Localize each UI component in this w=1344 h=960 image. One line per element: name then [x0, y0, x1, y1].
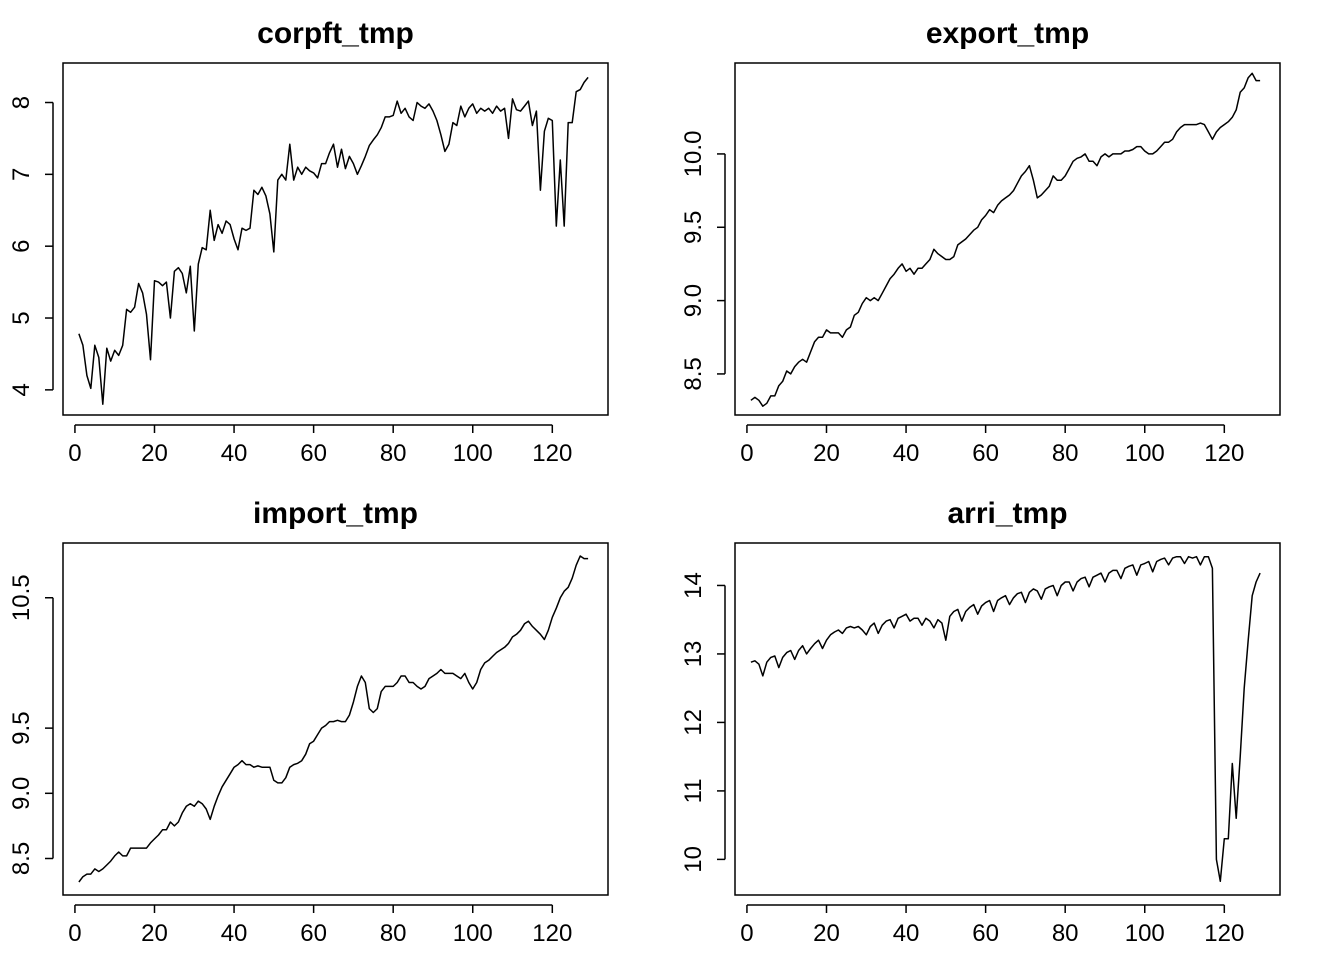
series-group — [750, 555, 1261, 883]
series-line — [78, 76, 589, 405]
x-axis: 0 20 40 60 80 100 120 — [68, 424, 572, 467]
y-axis: 4 5 6 7 8 — [8, 96, 54, 397]
y-axis: 8.5 9.0 9.5 10.5 — [8, 574, 54, 875]
x-tick-label: 20 — [813, 920, 840, 947]
plot-frame — [734, 62, 1281, 416]
x-tick-label: 80 — [380, 920, 407, 947]
plot-frame — [62, 62, 609, 416]
y-tick-label: 14 — [680, 572, 707, 599]
x-tick-label: 0 — [740, 920, 753, 947]
series-group — [78, 76, 589, 405]
series-line — [750, 555, 1261, 883]
chart-panel-corpft: corpft_tmp 0 20 40 60 80 100 120 4 5 6 7 8 — [8, 17, 609, 467]
y-tick-label: 4 — [8, 383, 35, 396]
y-tick-label: 6 — [8, 240, 35, 253]
series-line — [750, 72, 1261, 407]
chart-title: import_tmp — [253, 497, 418, 530]
x-tick-label: 40 — [893, 920, 920, 947]
x-tick-label: 40 — [893, 440, 920, 467]
plot-frame — [734, 542, 1281, 896]
series-group — [750, 72, 1261, 407]
x-tick-label: 120 — [532, 440, 572, 467]
chart-title: arri_tmp — [947, 497, 1067, 530]
x-tick-label: 0 — [68, 440, 81, 467]
x-tick-label: 20 — [813, 440, 840, 467]
y-tick-label: 7 — [8, 168, 35, 181]
y-tick-label: 9.0 — [8, 777, 35, 810]
x-tick-label: 60 — [300, 920, 327, 947]
x-tick-label: 120 — [1204, 920, 1244, 947]
y-tick-label: 13 — [680, 641, 707, 668]
y-tick-label: 10.5 — [8, 574, 35, 621]
x-tick-label: 20 — [141, 920, 168, 947]
y-tick-label: 10.0 — [680, 131, 707, 178]
chart-panel-arri: arri_tmp 0 20 40 60 80 100 120 10 11 12 13 14 — [680, 497, 1281, 947]
x-tick-label: 100 — [1125, 440, 1165, 467]
y-tick-label: 9.0 — [680, 284, 707, 317]
y-tick-label: 8.5 — [680, 357, 707, 390]
y-tick-label: 10 — [680, 846, 707, 873]
x-tick-label: 100 — [1125, 920, 1165, 947]
x-tick-label: 60 — [300, 440, 327, 467]
x-tick-label: 80 — [1052, 920, 1079, 947]
y-axis: 10 11 12 13 14 — [680, 572, 726, 873]
x-tick-label: 60 — [972, 920, 999, 947]
x-tick-label: 120 — [532, 920, 572, 947]
x-tick-label: 0 — [740, 440, 753, 467]
x-tick-label: 60 — [972, 440, 999, 467]
plot-frame — [62, 542, 609, 896]
chart-panel-import: import_tmp 0 20 40 60 80 100 120 8.5 9.0 9.5 10.5 — [8, 497, 609, 947]
chart-panel-export: export_tmp 0 20 40 60 80 100 120 8.5 9.0 9.5 10.0 — [680, 17, 1281, 467]
x-axis: 0 20 40 60 80 100 120 — [68, 904, 572, 947]
x-tick-label: 0 — [68, 920, 81, 947]
x-tick-label: 120 — [1204, 440, 1244, 467]
y-tick-label: 11 — [680, 778, 707, 803]
series-group — [78, 555, 589, 883]
x-axis: 0 20 40 60 80 100 120 — [740, 424, 1244, 467]
x-tick-label: 40 — [221, 440, 248, 467]
y-tick-label: 12 — [680, 709, 707, 736]
y-tick-label: 5 — [8, 311, 35, 324]
chart-title: corpft_tmp — [257, 17, 414, 50]
series-line — [78, 555, 589, 883]
x-tick-label: 80 — [380, 440, 407, 467]
x-tick-label: 20 — [141, 440, 168, 467]
x-tick-label: 40 — [221, 920, 248, 947]
y-tick-label: 9.5 — [8, 711, 35, 744]
chart-title: export_tmp — [926, 17, 1089, 50]
x-tick-label: 80 — [1052, 440, 1079, 467]
y-tick-label: 8 — [8, 96, 35, 109]
x-axis: 0 20 40 60 80 100 120 — [740, 904, 1244, 947]
x-tick-label: 100 — [453, 920, 493, 947]
y-axis: 8.5 9.0 9.5 10.0 — [680, 131, 726, 391]
y-tick-label: 8.5 — [8, 842, 35, 875]
x-tick-label: 100 — [453, 440, 493, 467]
y-tick-label: 9.5 — [680, 211, 707, 244]
